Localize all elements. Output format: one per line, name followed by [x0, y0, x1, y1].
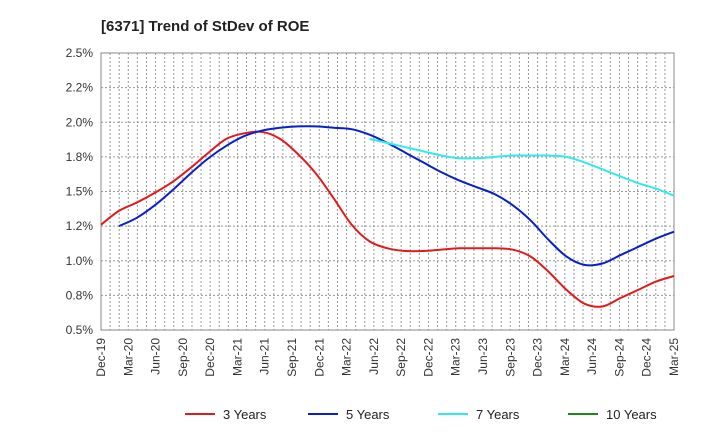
x-tick-label: Sep-24 — [612, 338, 626, 377]
x-tick-label: Mar-23 — [449, 338, 463, 376]
y-tick-label: 2.0% — [66, 115, 94, 129]
x-tick-label: Mar-20 — [121, 338, 135, 376]
x-tick-label: Jun-22 — [367, 338, 381, 375]
y-tick-label: 0.8% — [66, 288, 94, 302]
x-tick-label: Dec-24 — [640, 338, 654, 377]
chart-title: [6371] Trend of StDev of ROE — [101, 18, 309, 35]
legend-label: 3 Years — [223, 407, 267, 422]
y-axis-ticks: 0.5% 0.8% 1.0% 1.2% 1.5% 1.8% 2.0% 2.2% 2.5% — [66, 46, 94, 337]
series-line-7-years — [369, 137, 675, 197]
x-tick-label: Dec-23 — [531, 338, 545, 377]
legend-label: 10 Years — [606, 407, 657, 422]
x-tick-label: Mar-25 — [667, 338, 681, 376]
legend-label: 5 Years — [346, 407, 390, 422]
series-line-3-years — [100, 130, 675, 308]
y-tick-label: 1.8% — [66, 150, 94, 164]
legend-label: 7 Years — [476, 407, 520, 422]
y-tick-label: 2.5% — [66, 46, 94, 60]
x-tick-label: Jun-21 — [258, 338, 272, 375]
y-tick-label: 1.0% — [66, 254, 94, 268]
x-tick-label: Dec-22 — [421, 338, 435, 377]
plot-frame — [100, 52, 675, 331]
x-tick-label: Jun-23 — [476, 338, 490, 375]
x-tick-label: Sep-20 — [176, 338, 190, 377]
x-tick-label: Dec-21 — [312, 338, 326, 377]
legend: 3 Years 5 Years 7 Years 10 Years — [185, 407, 657, 422]
x-tick-label: Sep-21 — [285, 338, 299, 377]
x-tick-label: Mar-21 — [230, 338, 244, 376]
x-tick-label: Mar-22 — [340, 338, 354, 376]
grid — [101, 53, 674, 330]
y-tick-label: 2.2% — [66, 81, 94, 95]
x-axis-ticks: Dec-19 Mar-20 Jun-20 Sep-20 Dec-20 Mar-21 Jun-… — [94, 338, 681, 377]
x-tick-label: Dec-20 — [203, 338, 217, 377]
x-tick-label: Dec-19 — [94, 338, 108, 377]
x-tick-label: Sep-22 — [394, 338, 408, 377]
x-tick-label: Jun-20 — [149, 338, 163, 375]
x-tick-label: Jun-24 — [585, 338, 599, 375]
y-tick-label: 1.5% — [66, 185, 94, 199]
series-line-5-years — [118, 125, 675, 267]
series — [100, 125, 675, 308]
x-tick-label: Sep-23 — [503, 338, 517, 377]
x-tick-label: Mar-24 — [558, 338, 572, 376]
y-tick-label: 1.2% — [66, 219, 94, 233]
y-tick-label: 0.5% — [66, 323, 94, 337]
